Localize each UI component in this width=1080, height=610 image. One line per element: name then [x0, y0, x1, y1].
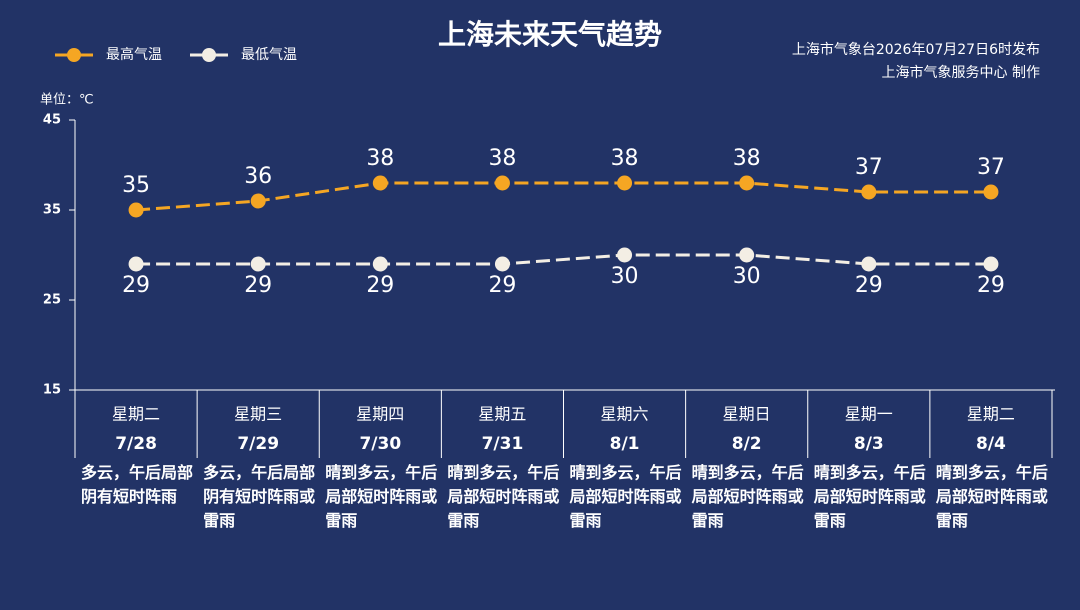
data-label: 36 [244, 164, 272, 189]
point [617, 175, 633, 191]
data-label: 38 [366, 146, 394, 171]
data-label: 29 [122, 273, 150, 298]
data-label: 29 [977, 273, 1005, 298]
x-tick-label: 8/4 [976, 434, 1006, 454]
point [983, 256, 999, 272]
point [739, 175, 755, 191]
point [128, 256, 144, 272]
weekday: 星期六 [601, 405, 649, 424]
data-label: 29 [366, 273, 394, 298]
x-tick-label: 7/28 [115, 434, 157, 454]
point [372, 175, 388, 191]
weekday: 星期二 [967, 405, 1015, 424]
description: 晴到多云，午后局部短时阵雨或雷雨 [447, 463, 560, 530]
annotation: 上海市气象台2026年07月27日6时发布 [792, 41, 1040, 58]
legend-label: 最高气温 [106, 46, 162, 63]
point [494, 175, 510, 191]
point [494, 256, 510, 272]
point [861, 256, 877, 272]
point [250, 256, 266, 272]
weekday: 星期二 [112, 405, 160, 424]
data-label: 38 [611, 146, 639, 171]
point [128, 202, 144, 218]
data-label: 29 [488, 273, 516, 298]
x-tick-label: 7/31 [482, 434, 524, 454]
legend-label: 最低气温 [241, 47, 297, 63]
x-tick-label: 8/2 [732, 434, 762, 454]
data-label: 30 [733, 264, 761, 289]
point [983, 184, 999, 200]
data-label: 38 [488, 146, 516, 171]
description: 晴到多云，午后局部短时阵雨或雷雨 [935, 463, 1048, 530]
point [250, 193, 266, 209]
x-tick-label: 8/1 [610, 434, 640, 454]
legend-marker [202, 48, 216, 62]
y-tick-label: 45 [43, 113, 61, 128]
x-tick-label: 7/30 [359, 434, 401, 454]
x-tick-label: 8/3 [854, 434, 884, 454]
weekday: 星期日 [723, 405, 771, 424]
data-label: 37 [855, 155, 883, 180]
description: 晴到多云，午后局部短时阵雨或雷雨 [691, 463, 804, 530]
chart-title: 上海未来天气趋势 [438, 18, 662, 51]
point [739, 247, 755, 263]
data-label: 30 [611, 264, 639, 289]
weekday: 星期三 [234, 405, 282, 424]
description: 多云，午后局部阴有短时阵雨 [81, 463, 194, 506]
data-label: 35 [122, 173, 150, 198]
y-axis-label: 单位：℃ [40, 93, 94, 108]
weekday: 星期五 [478, 405, 526, 424]
description: 多云，午后局部阴有短时阵雨或雷雨 [203, 463, 316, 530]
description: 晴到多云，午后局部短时阵雨或雷雨 [325, 463, 438, 530]
legend-marker [67, 48, 81, 62]
weekday: 星期四 [356, 405, 404, 424]
description: 晴到多云，午后局部短时阵雨或雷雨 [813, 463, 926, 530]
point [861, 184, 877, 200]
weekday: 星期一 [845, 405, 893, 424]
y-tick-label: 25 [43, 293, 61, 308]
y-tick-label: 35 [43, 203, 61, 218]
data-label: 37 [977, 155, 1005, 180]
x-tick-label: 7/29 [237, 434, 279, 454]
point [372, 256, 388, 272]
series-line [136, 253, 991, 266]
point [617, 247, 633, 263]
data-label: 29 [855, 273, 883, 298]
data-label: 38 [733, 146, 761, 171]
annotation: 上海市气象服务中心 制作 [882, 64, 1040, 81]
y-tick-label: 15 [43, 383, 61, 398]
description: 晴到多云，午后局部短时阵雨或雷雨 [569, 463, 682, 530]
data-label: 29 [244, 273, 272, 298]
series-line [135, 181, 991, 212]
